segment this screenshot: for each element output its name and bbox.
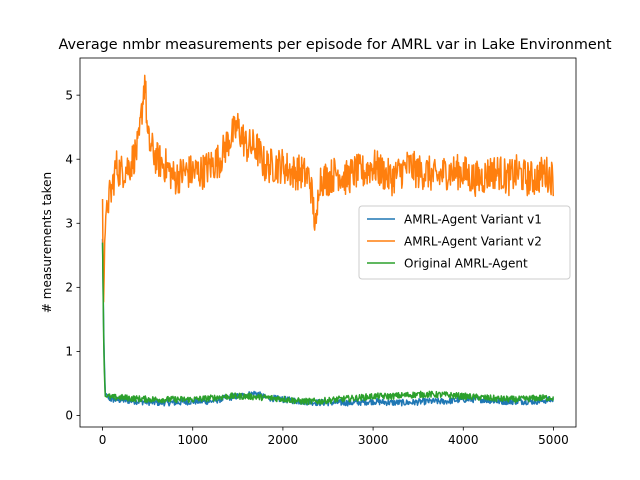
y-tick-label: 2: [65, 281, 73, 295]
legend-label: Original AMRL-Agent: [404, 256, 528, 270]
series-line-2: [101, 242, 555, 406]
y-tick-label: 1: [65, 345, 73, 359]
x-tick-label: 3000: [358, 433, 389, 447]
x-tick-label: 2000: [268, 433, 299, 447]
plot-frame: [79, 57, 577, 428]
x-tick-label: 5000: [538, 433, 569, 447]
y-tick-label: 3: [65, 216, 73, 230]
chart-title: Average nmbr measurements per episode fo…: [59, 37, 612, 53]
legend-box: [358, 205, 571, 280]
series-line-1: [101, 74, 555, 303]
x-tick-label: 4000: [448, 433, 479, 447]
legend-label: AMRL-Agent Variant v1: [404, 212, 542, 226]
y-tick-label: 4: [65, 152, 73, 166]
x-tick-label: 0: [99, 433, 107, 447]
x-tick-label: 1000: [177, 433, 208, 447]
y-tick-label: 5: [65, 88, 73, 102]
y-axis-label: # measurements taken: [40, 172, 54, 313]
y-tick-label: 0: [65, 409, 73, 423]
legend-label: AMRL-Agent Variant v2: [404, 234, 542, 248]
